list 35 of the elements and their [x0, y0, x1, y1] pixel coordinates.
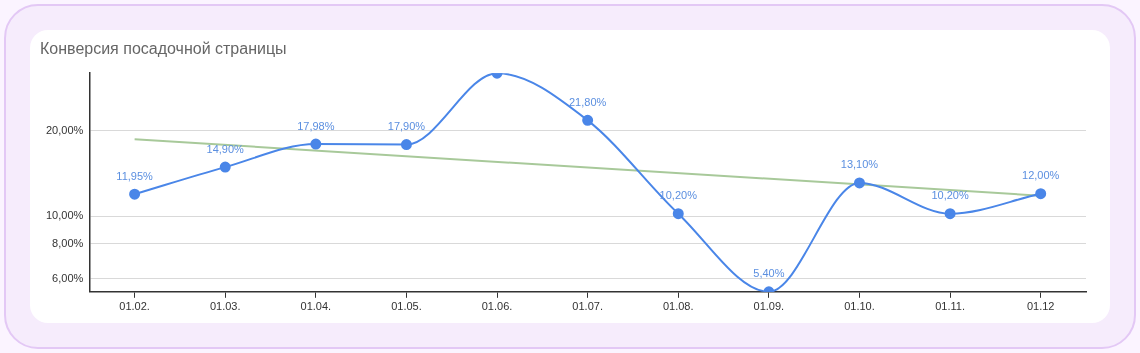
data-label: 14,90%: [206, 142, 245, 155]
y-tick-label: 6,00%: [52, 271, 84, 284]
point: [582, 114, 594, 126]
data-label: 17,90%: [387, 120, 426, 133]
data-label: 17,98%: [297, 119, 335, 132]
x-tick-label: 01.02.: [119, 300, 150, 313]
data-label: 21,80%: [569, 95, 607, 108]
x-tick-label: 01.03.: [209, 300, 241, 313]
point: [310, 138, 322, 150]
data-label: 11,95%: [116, 169, 154, 182]
data-label: 10,20%: [659, 189, 698, 202]
point: [219, 161, 231, 173]
y-tick-label: 20,00%: [46, 123, 84, 136]
x-tick-label: 01.06.: [481, 300, 513, 313]
x-tick-label: 01.07.: [572, 300, 603, 313]
y-tick-label: 10,00%: [46, 209, 84, 222]
x-tick-label: 01.12: [1026, 300, 1055, 313]
data-label: 13,10%: [840, 158, 879, 171]
point: [672, 208, 684, 220]
point: [1035, 188, 1047, 200]
x-tick-label: 01.08.: [662, 300, 694, 313]
point: [400, 139, 412, 151]
x-tick-label: 01.09.: [753, 300, 785, 313]
point: [944, 208, 956, 220]
data-label: 12,00%: [1022, 169, 1060, 182]
x-tick-label: 01.05.: [391, 300, 422, 313]
data-label: 5,40%: [753, 267, 785, 280]
data-label: 10,20%: [931, 189, 969, 202]
x-tick-label: 01.10.: [844, 300, 875, 313]
x-tick-label: 01.04.: [300, 300, 332, 313]
x-tick-label: 01.11.: [935, 300, 965, 313]
chart-title: Конверсия посадочной страницы: [40, 40, 287, 58]
point: [129, 188, 141, 200]
y-tick-label: 8,00%: [52, 236, 84, 249]
point: [853, 177, 865, 189]
